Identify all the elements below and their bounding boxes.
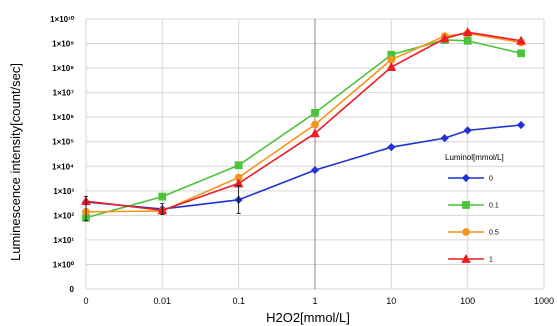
y-tick-label: 1×10¹ [53, 236, 74, 245]
y-tick-label: 1×10⁴ [52, 162, 74, 171]
data-point [387, 143, 396, 152]
data-point [516, 120, 526, 130]
y-tick-label: 1×10⁰ [53, 260, 75, 269]
legend-marker [461, 253, 471, 263]
data-point [517, 49, 525, 58]
y-tick-label: 1×10⁷ [53, 89, 74, 98]
legend-item: 0.1 [448, 201, 499, 210]
series-0.5 [82, 29, 525, 216]
series-line [85, 32, 522, 213]
y-tick-label: 0 [70, 285, 75, 294]
legend-item: 1 [448, 253, 493, 264]
data-point [462, 27, 473, 37]
series-line [85, 124, 522, 210]
legend-title: Luminol[mmol/L] [445, 153, 504, 162]
legend-item: 0.5 [448, 228, 499, 237]
legend-item: 0 [448, 173, 493, 183]
data-point [234, 161, 243, 170]
y-tick-label: 1×10⁸ [52, 64, 74, 73]
data-point [158, 192, 167, 201]
y-axis-title: Luminescence intensity[count/sec] [8, 63, 23, 261]
x-tick-label: 0 [83, 296, 88, 306]
data-point [311, 120, 319, 129]
legend-marker [462, 201, 470, 209]
x-tick-label: 10 [386, 296, 396, 306]
y-axis-ticks: 0 1×10⁰ 1×10¹ 1×10² 1×10³ 1×10⁴ 1×10⁵ 1×10⁶ 1×10… [50, 15, 75, 294]
legend-marker [462, 228, 470, 236]
x-tick-label: 0.1 [232, 296, 245, 306]
data-point [311, 108, 319, 117]
series [81, 27, 526, 222]
legend-label: 0 [489, 176, 493, 183]
series-0.1 [82, 36, 525, 222]
x-tick-label: 100 [460, 296, 475, 306]
legend-label: 0.1 [489, 203, 499, 210]
y-tick-label: 1×10⁹ [52, 40, 74, 49]
x-tick-label: 1 [312, 296, 317, 306]
legend-marker [461, 173, 471, 183]
series-line [85, 31, 522, 212]
x-tick-label: 1000 [534, 296, 554, 306]
data-point [310, 165, 320, 175]
y-tick-label: 1×10⁶ [52, 113, 74, 122]
y-tick-label: 1×10³ [53, 187, 74, 196]
legend-label: 0.5 [489, 230, 499, 237]
data-point [310, 128, 320, 138]
data-point [439, 33, 450, 43]
data-point [440, 134, 449, 143]
x-tick-label: 0.01 [154, 296, 172, 306]
legend: Luminol[mmol/L] 0 0.1 0.5 1 [445, 153, 504, 264]
error-bars [84, 185, 241, 222]
data-point [386, 62, 397, 71]
y-tick-label: 1×10² [53, 211, 74, 220]
series-1 [81, 27, 526, 215]
y-tick-label: 1×10¹⁰ [50, 15, 75, 24]
y-tick-label: 1×10⁵ [52, 138, 74, 147]
data-point [463, 126, 472, 135]
x-axis-title: H2O2[mmol/L] [266, 310, 350, 325]
x-axis-ticks: 0 0.01 0.1 1 10 100 1000 [83, 296, 554, 306]
series-0 [81, 120, 526, 214]
data-point [516, 35, 526, 45]
data-point [463, 36, 472, 45]
legend-label: 1 [489, 257, 493, 264]
